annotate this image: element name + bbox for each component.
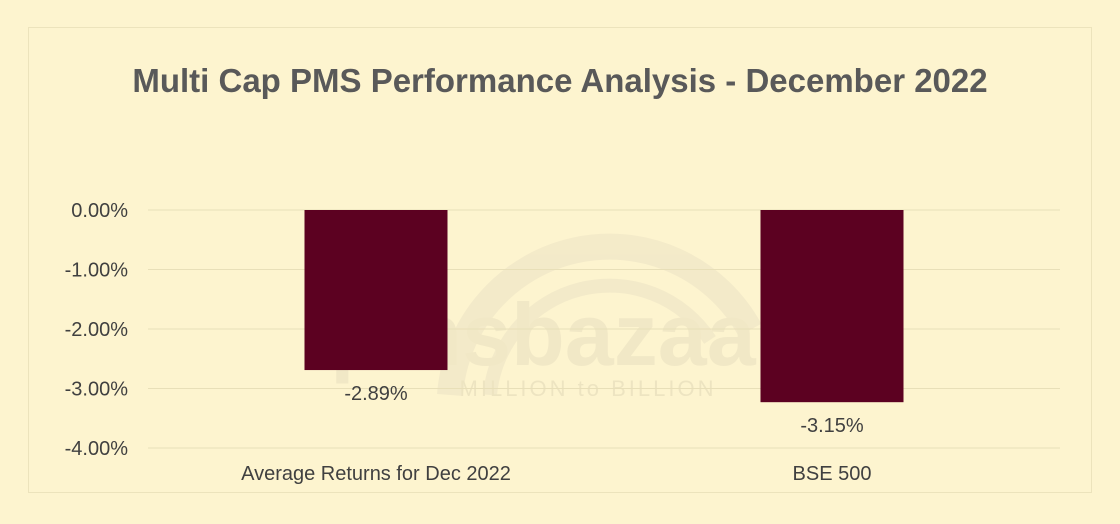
y-tick-label: 0.00% [71,200,128,222]
y-tick-label: -4.00% [65,438,129,460]
data-label: -3.15% [800,415,864,437]
y-tick-label: -3.00% [65,379,129,401]
bar [304,210,448,371]
x-category-label: BSE 500 [793,463,872,485]
x-category-label: Average Returns for Dec 2022 [241,463,511,485]
y-tick-label: -1.00% [65,260,129,282]
data-label: -2.89% [344,383,408,405]
y-tick-label: -2.00% [65,319,129,341]
chart-title: Multi Cap PMS Performance Analysis - Dec… [132,62,988,99]
bar [760,210,904,403]
